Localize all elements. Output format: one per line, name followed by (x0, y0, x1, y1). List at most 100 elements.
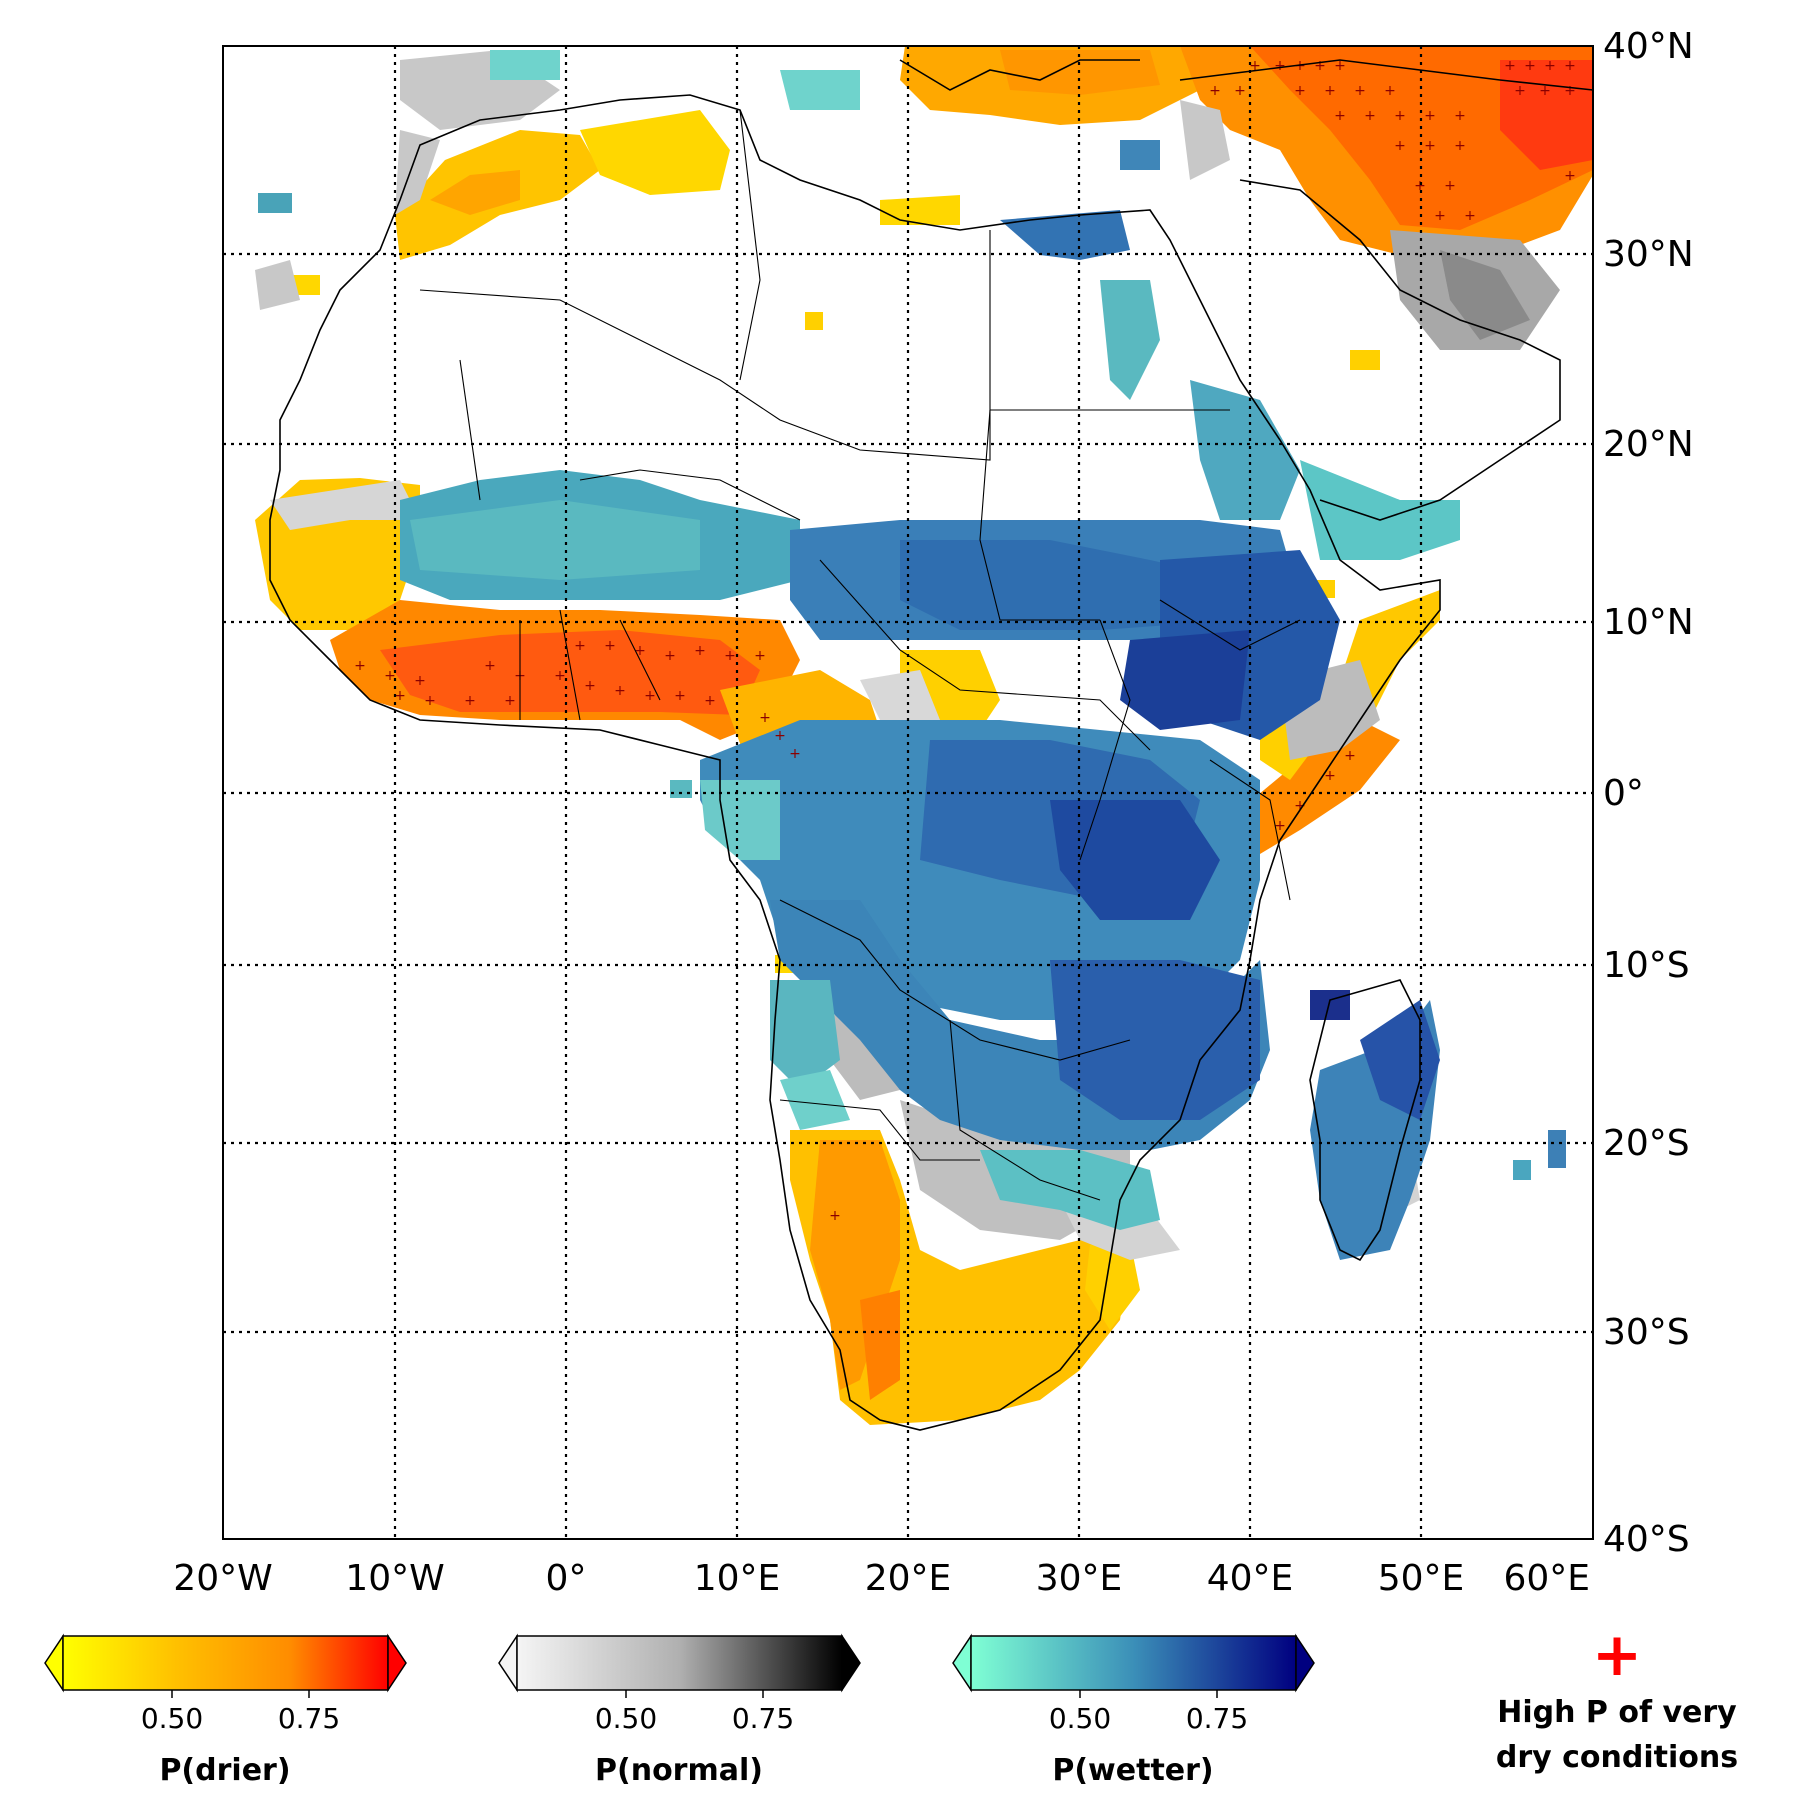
svg-text:+: + (1294, 798, 1306, 814)
lat-label: 30°N (1603, 234, 1694, 275)
map-frame (222, 45, 1594, 1540)
lon-label: 0° (546, 1558, 587, 1599)
svg-text:+: + (554, 668, 566, 684)
svg-text:+: + (1424, 108, 1436, 124)
svg-text:+: + (694, 643, 706, 659)
svg-text:+: + (574, 638, 586, 654)
legend-tick: 0.75 (1186, 1702, 1248, 1735)
svg-text:+: + (1434, 208, 1446, 224)
plus-marker-icon: + (1592, 1620, 1642, 1690)
svg-text:+: + (664, 648, 676, 664)
svg-text:+: + (384, 668, 396, 684)
legend-drier: 0.50 0.75 P(drier) (44, 1633, 407, 1788)
svg-text:+: + (1354, 83, 1366, 99)
lat-label: 40°S (1603, 1519, 1690, 1560)
legend-marker-line2: dry conditions (1496, 1740, 1738, 1775)
legend-very-dry: + High P of very dry conditions (1496, 1620, 1738, 1775)
legend-tick: 0.50 (1049, 1702, 1111, 1735)
lon-label: 20°E (865, 1558, 952, 1599)
svg-text:+: + (774, 728, 786, 744)
legend-tick: 0.50 (595, 1702, 657, 1735)
svg-text:+: + (1454, 108, 1466, 124)
svg-text:+: + (759, 710, 771, 726)
svg-text:+: + (584, 678, 596, 694)
svg-text:+: + (1274, 58, 1286, 74)
lon-label: 20°W (173, 1558, 272, 1599)
lat-label: 20°N (1603, 424, 1694, 465)
svg-text:+: + (1364, 108, 1376, 124)
legend-normal: 0.50 0.75 P(normal) (498, 1633, 861, 1788)
svg-text:+: + (829, 1208, 841, 1224)
lon-label: 40°E (1207, 1558, 1294, 1599)
svg-text:+: + (614, 683, 626, 699)
lon-label: 60°E (1503, 1558, 1590, 1599)
svg-text:+: + (1324, 768, 1336, 784)
svg-text:+: + (1249, 58, 1261, 74)
svg-text:+: + (1464, 208, 1476, 224)
svg-text:+: + (1424, 138, 1436, 154)
svg-text:+: + (644, 688, 656, 704)
svg-text:+: + (754, 648, 766, 664)
legend-label-wetter: P(wetter) (1052, 1753, 1213, 1788)
legend-tick: 0.50 (141, 1702, 203, 1735)
svg-text:+: + (1454, 138, 1466, 154)
coastlines (269, 59, 1594, 1431)
legend-label-normal: P(normal) (595, 1753, 763, 1788)
svg-text:+: + (1394, 108, 1406, 124)
svg-text:+: + (1209, 83, 1221, 99)
svg-text:+: + (1324, 83, 1336, 99)
svg-text:+: + (1564, 168, 1576, 184)
gridlines (223, 46, 1593, 1539)
svg-text:+: + (1514, 83, 1526, 99)
svg-text:+: + (394, 688, 406, 704)
svg-text:+: + (1274, 818, 1286, 834)
lat-label: 10°S (1603, 945, 1690, 986)
svg-text:+: + (1504, 58, 1516, 74)
svg-text:+: + (1314, 58, 1326, 74)
svg-text:+: + (1344, 748, 1356, 764)
svg-text:+: + (674, 688, 686, 704)
legend-tick: 0.75 (278, 1702, 340, 1735)
svg-text:+: + (1544, 58, 1556, 74)
lon-label: 30°E (1036, 1558, 1123, 1599)
wetter-regions (258, 50, 1566, 1260)
lat-label: 20°S (1603, 1123, 1690, 1164)
svg-text:+: + (1564, 58, 1576, 74)
svg-text:+: + (354, 658, 366, 674)
legend-tick: 0.75 (732, 1702, 794, 1735)
lat-label: 10°N (1603, 602, 1694, 643)
svg-text:+: + (1524, 58, 1536, 74)
lat-label: 40°N (1603, 26, 1694, 67)
svg-text:+: + (424, 693, 436, 709)
svg-text:+: + (604, 638, 616, 654)
svg-text:+: + (464, 693, 476, 709)
svg-text:+: + (1394, 138, 1406, 154)
svg-text:+: + (1414, 178, 1426, 194)
svg-text:+: + (1334, 108, 1346, 124)
svg-text:+: + (1234, 83, 1246, 99)
lon-label: 10°W (345, 1558, 444, 1599)
svg-text:+: + (1334, 58, 1346, 74)
svg-text:+: + (1539, 83, 1551, 99)
svg-text:+: + (414, 673, 426, 689)
svg-text:+: + (1444, 178, 1456, 194)
svg-text:+: + (1294, 83, 1306, 99)
lon-label: 10°E (694, 1558, 781, 1599)
legend-label-drier: P(drier) (159, 1753, 290, 1788)
lon-axis-labels: 20°W 10°W 0° 10°E 20°E 30°E 40°E 50°E 60… (173, 1558, 1590, 1599)
svg-text:+: + (704, 693, 716, 709)
lat-label: 30°S (1603, 1312, 1690, 1353)
svg-text:+: + (634, 643, 646, 659)
country-borders (419, 109, 1301, 1201)
legend-wetter: 0.50 0.75 P(wetter) (952, 1633, 1315, 1788)
lon-label: 50°E (1378, 1558, 1465, 1599)
legend-marker-line1: High P of very (1497, 1695, 1737, 1730)
svg-text:+: + (1294, 58, 1306, 74)
svg-text:+: + (1564, 83, 1576, 99)
svg-text:+: + (724, 648, 736, 664)
svg-text:+: + (504, 693, 516, 709)
lat-label: 0° (1603, 773, 1644, 814)
svg-text:+: + (484, 658, 496, 674)
very-dry-markers: + + + + + + + + + + + + + + + + + + + + + + + + + ++ + + + + … (354, 58, 1576, 1224)
